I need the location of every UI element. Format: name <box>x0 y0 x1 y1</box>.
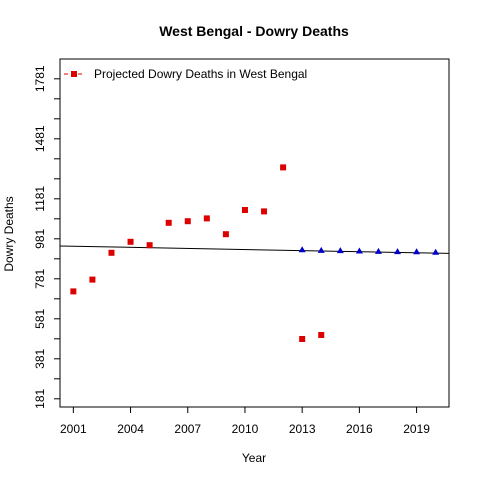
data-point-square <box>108 249 115 256</box>
y-tick-label: 1481 <box>33 125 47 152</box>
y-tick-label: 781 <box>33 268 47 288</box>
data-point-square <box>165 219 172 226</box>
x-tick-label: 2016 <box>346 422 373 436</box>
data-point-square <box>184 218 191 225</box>
y-tick-label: 1181 <box>33 186 47 212</box>
data-point-triangle <box>336 247 344 254</box>
x-axis-label: Year <box>242 451 266 465</box>
y-tick-label: 381 <box>33 348 47 368</box>
x-tick-label: 2007 <box>174 422 201 436</box>
data-point-triangle <box>432 248 440 255</box>
data-point-triangle <box>394 248 402 255</box>
x-tick-label: 2019 <box>403 422 430 436</box>
x-tick-label: 2013 <box>289 422 316 436</box>
y-tick-label: 181 <box>33 388 47 408</box>
data-point-triangle <box>374 247 382 254</box>
data-point-square <box>222 231 229 238</box>
chart-title: West Bengal - Dowry Deaths <box>159 23 349 39</box>
data-point-square <box>70 288 77 295</box>
data-point-square <box>89 276 96 283</box>
data-point-square <box>299 336 306 342</box>
data-point-square <box>261 208 268 215</box>
y-tick-label: 981 <box>33 228 47 248</box>
trend-line <box>59 245 450 254</box>
plot-frame <box>59 58 450 408</box>
data-point-square <box>127 238 134 245</box>
data-point-triangle <box>413 248 421 255</box>
x-tick-label: 2010 <box>232 422 259 436</box>
data-point-triangle <box>298 246 306 253</box>
legend-label: Projected Dowry Deaths in West Bengal <box>94 67 307 81</box>
data-point-square <box>203 215 210 222</box>
data-point-square <box>146 242 153 249</box>
data-point-square <box>280 164 287 171</box>
data-point-square <box>241 207 248 213</box>
x-tick-label: 2001 <box>60 422 87 436</box>
x-tick-label: 2004 <box>117 422 144 436</box>
y-axis-label: Dowry Deaths <box>2 196 16 271</box>
y-tick-label: 581 <box>33 308 47 328</box>
plot-area: 2001 2004 2007 2010 2013 2016 2019 181 381 581 781… <box>33 58 450 436</box>
data-point-triangle <box>355 247 363 254</box>
data-point-square <box>318 332 325 338</box>
y-tick-label: 1781 <box>33 65 47 92</box>
data-point-triangle <box>317 246 325 253</box>
legend-marker <box>71 71 77 77</box>
